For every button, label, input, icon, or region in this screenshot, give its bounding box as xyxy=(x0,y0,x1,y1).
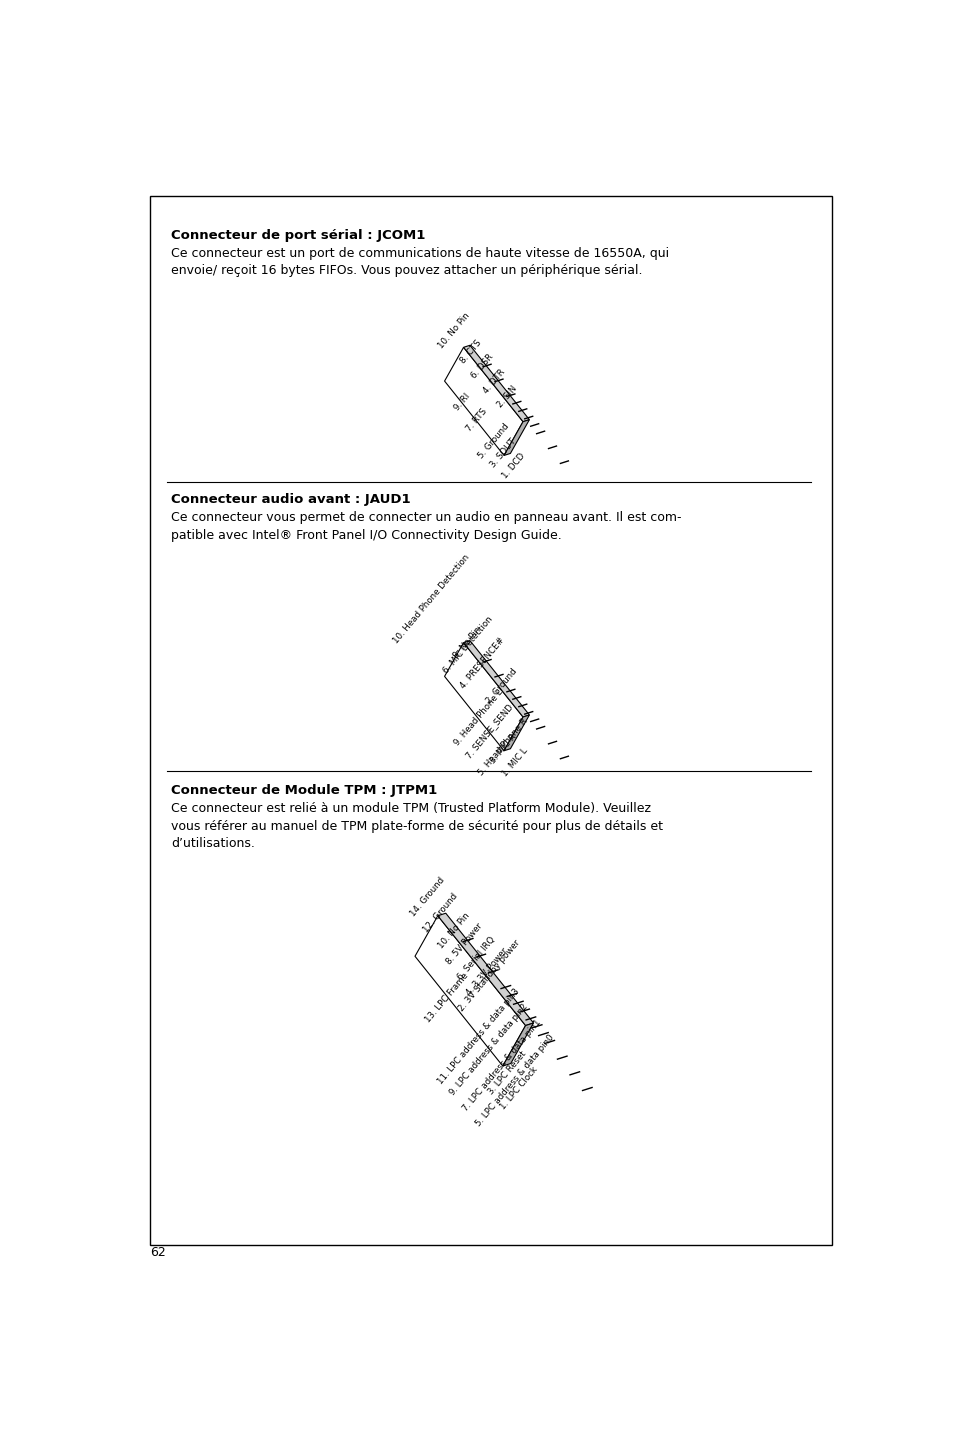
Text: 4. DTR: 4. DTR xyxy=(481,366,506,395)
Text: Connecteur de port sérial : JCOM1: Connecteur de port sérial : JCOM1 xyxy=(171,229,425,242)
Text: 62: 62 xyxy=(151,1246,166,1259)
Text: 5. Head Phone R: 5. Head Phone R xyxy=(476,717,529,777)
Text: 10. No Pin: 10. No Pin xyxy=(436,912,471,950)
Text: 6. MIC Detection: 6. MIC Detection xyxy=(441,615,495,675)
Text: 7. SENSE_SEND: 7. SENSE_SEND xyxy=(464,703,515,760)
Text: Connecteur audio avant : JAUD1: Connecteur audio avant : JAUD1 xyxy=(171,494,410,507)
Text: 8. No Pin: 8. No Pin xyxy=(451,625,482,661)
Text: 7. LPC address & data pin1: 7. LPC address & data pin1 xyxy=(460,1017,542,1113)
Text: 9. LPC address & data pin2: 9. LPC address & data pin2 xyxy=(448,1002,530,1098)
Text: 7. RTS: 7. RTS xyxy=(464,406,488,434)
Text: vous référer au manuel de TPM plate-forme de sécurité pour plus de détails et: vous référer au manuel de TPM plate-form… xyxy=(171,820,662,833)
Text: Ce connecteur vous permet de connecter un audio en panneau avant. Il est com-: Ce connecteur vous permet de connecter u… xyxy=(171,511,680,524)
Text: 10. Head Phone Detection: 10. Head Phone Detection xyxy=(391,552,471,645)
Text: 6. Serial IRQ: 6. Serial IRQ xyxy=(456,934,497,982)
Polygon shape xyxy=(463,345,529,422)
Text: 8. CTS: 8. CTS xyxy=(457,338,482,365)
Text: 2. Ground: 2. Ground xyxy=(484,667,518,705)
Text: 1. MIC L: 1. MIC L xyxy=(499,747,529,778)
Text: d’utilisations.: d’utilisations. xyxy=(171,837,254,850)
Text: 1. DCD: 1. DCD xyxy=(499,451,526,481)
Text: 3. SOUT: 3. SOUT xyxy=(488,436,517,469)
Text: 6. DSR: 6. DSR xyxy=(469,352,495,381)
Text: 5. Ground: 5. Ground xyxy=(476,422,510,459)
Text: envoie/ reçoit 16 bytes FIFOs. Vous pouvez attacher un périphérique sérial.: envoie/ reçoit 16 bytes FIFOs. Vous pouv… xyxy=(171,265,641,278)
Text: Ce connecteur est relié à un module TPM (Trusted Platform Module). Veuillez: Ce connecteur est relié à un module TPM … xyxy=(171,801,650,816)
Text: 9. RI: 9. RI xyxy=(453,392,472,412)
Text: 12. Ground: 12. Ground xyxy=(421,892,458,934)
Text: 2. SIN: 2. SIN xyxy=(495,385,518,409)
Polygon shape xyxy=(463,641,529,717)
Text: 4. 3.3V Power: 4. 3.3V Power xyxy=(464,946,509,997)
Text: Connecteur de Module TPM : JTPM1: Connecteur de Module TPM : JTPM1 xyxy=(171,784,436,797)
Polygon shape xyxy=(444,643,522,751)
Text: 14. Ground: 14. Ground xyxy=(409,876,446,919)
Text: 3. MIC R: 3. MIC R xyxy=(488,731,517,764)
Text: 2. 3V Standby power: 2. 3V Standby power xyxy=(456,939,521,1013)
Text: 8. 5V Power: 8. 5V Power xyxy=(444,922,484,966)
Polygon shape xyxy=(437,913,533,1026)
Polygon shape xyxy=(502,1023,533,1066)
Text: Ce connecteur est un port de communications de haute vitesse de 16550A, qui: Ce connecteur est un port de communicati… xyxy=(171,246,668,259)
Polygon shape xyxy=(503,716,529,751)
Text: 5. LPC address & data pin0: 5. LPC address & data pin0 xyxy=(473,1033,555,1129)
Text: 9. Head Phone L: 9. Head Phone L xyxy=(453,687,504,747)
Text: 1. LPC Clock: 1. LPC Clock xyxy=(498,1065,539,1110)
Text: patible avec Intel® Front Panel I/O Connectivity Design Guide.: patible avec Intel® Front Panel I/O Conn… xyxy=(171,528,561,542)
Text: 3. LPC Reset: 3. LPC Reset xyxy=(486,1049,527,1096)
Text: 13. LPC Frame: 13. LPC Frame xyxy=(423,970,470,1025)
Polygon shape xyxy=(444,348,522,455)
Polygon shape xyxy=(415,916,525,1066)
Polygon shape xyxy=(503,419,529,455)
Text: 11. LPC address & data pin3: 11. LPC address & data pin3 xyxy=(436,986,520,1086)
Text: 4. PRESENCE#: 4. PRESENCE# xyxy=(458,635,506,690)
Text: 10. No Pin: 10. No Pin xyxy=(436,311,471,351)
